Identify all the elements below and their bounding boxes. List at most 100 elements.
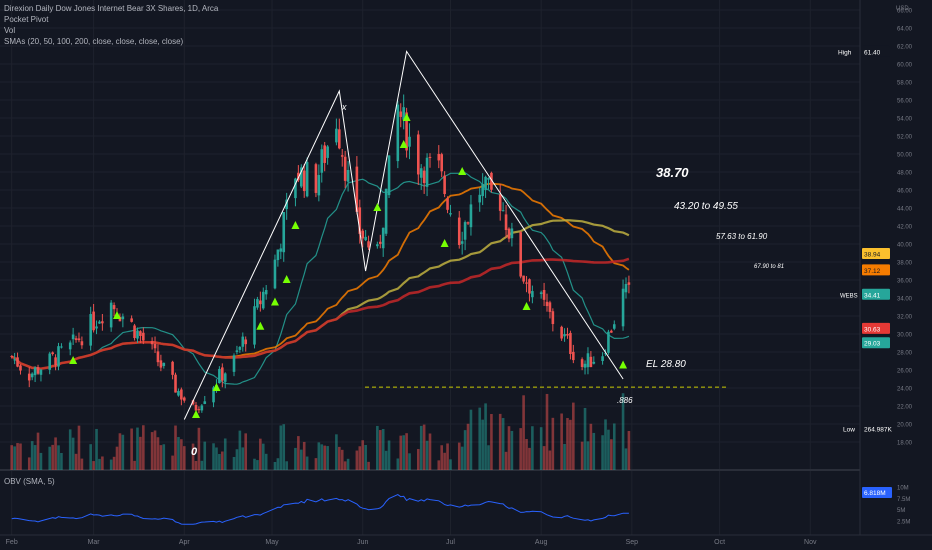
xabcd-pattern bbox=[183, 50, 624, 420]
pocket-pivot-marker bbox=[522, 302, 531, 310]
candle-body bbox=[39, 369, 43, 375]
volume-bar bbox=[531, 426, 534, 470]
candle-body bbox=[367, 241, 370, 248]
volume-bar bbox=[285, 461, 288, 470]
candle-body bbox=[621, 288, 625, 327]
volume-bar bbox=[174, 425, 177, 470]
volume-bar bbox=[422, 424, 426, 470]
volume-bar bbox=[101, 456, 104, 470]
x-tick-label: Sep bbox=[626, 539, 639, 546]
volume-bar bbox=[191, 443, 195, 470]
legend-volume[interactable]: Vol bbox=[4, 26, 15, 35]
candle-body bbox=[378, 241, 382, 244]
candle-body bbox=[101, 321, 104, 324]
candle-body bbox=[253, 306, 256, 345]
volume-bar bbox=[223, 438, 227, 470]
candle-body bbox=[428, 156, 432, 158]
candle-body bbox=[36, 367, 40, 374]
y-tick-label: 28.00 bbox=[897, 351, 913, 357]
legend-pocket-pivot[interactable]: Pocket Pivot bbox=[4, 15, 49, 24]
candle-body bbox=[402, 107, 405, 120]
volume-bar bbox=[408, 453, 411, 470]
candle-body bbox=[130, 318, 133, 322]
candle-body bbox=[136, 330, 139, 339]
pocket-pivot-marker bbox=[282, 275, 291, 283]
pocket-pivot-marker bbox=[113, 311, 122, 319]
legend-title[interactable]: Direxion Daily Dow Jones Internet Bear 3… bbox=[4, 4, 219, 13]
y-tick-label: 34.00 bbox=[897, 297, 913, 303]
obv-legend[interactable]: OBV (SMA, 5) bbox=[4, 477, 55, 486]
volume-bar bbox=[572, 402, 575, 470]
candle-body bbox=[60, 346, 63, 348]
obv-line bbox=[11, 494, 629, 525]
candle-body bbox=[194, 404, 198, 411]
badge-last: 34.41 bbox=[864, 292, 881, 299]
volume-bar bbox=[387, 440, 391, 470]
candle-body bbox=[121, 316, 125, 320]
badge-ma100-bg bbox=[862, 264, 890, 276]
x-tick-label: Jul bbox=[446, 539, 455, 546]
price-badges: 61.40 High 38.94 37.12 34.41 WEBS 30.63 29.03 26… bbox=[838, 45, 892, 498]
volume-bar bbox=[80, 458, 84, 470]
volume-bar bbox=[484, 403, 487, 470]
volume-bar bbox=[612, 423, 616, 470]
volume-bar bbox=[261, 443, 265, 470]
candle-body bbox=[338, 129, 341, 149]
candle-body bbox=[405, 112, 408, 151]
entry-level-label: EL 28.80 bbox=[646, 359, 686, 370]
volume-bar bbox=[16, 443, 19, 470]
legend-smas[interactable]: SMAs (20, 50, 100, 200, close, close, cl… bbox=[4, 37, 184, 46]
pocket-pivot-marker bbox=[69, 356, 78, 364]
candle-body bbox=[212, 387, 215, 403]
candle-body bbox=[200, 405, 204, 411]
candle-body bbox=[607, 331, 610, 353]
pocket-pivot-marker bbox=[399, 140, 408, 148]
candle-body bbox=[335, 128, 338, 143]
badge-high-label: High bbox=[838, 49, 852, 56]
x-tick-label: Aug bbox=[535, 539, 548, 546]
volume-bar bbox=[592, 432, 596, 470]
candle-body bbox=[460, 241, 464, 244]
volume-bar bbox=[355, 450, 359, 470]
badge-low-label: Low bbox=[843, 427, 855, 434]
candle-body bbox=[376, 244, 379, 247]
volume-bar bbox=[381, 428, 385, 470]
volume-bar bbox=[253, 458, 256, 470]
volume-bar bbox=[203, 441, 207, 470]
badge-ma100: 37.12 bbox=[864, 268, 881, 275]
candle-body bbox=[457, 217, 461, 245]
volume-bar bbox=[30, 441, 34, 470]
volume-bar bbox=[153, 430, 157, 470]
volume-bar bbox=[36, 432, 40, 470]
candle-body bbox=[419, 168, 423, 178]
badge-obv-bg bbox=[862, 487, 892, 498]
badge-low-bg bbox=[862, 423, 890, 434]
sma-20-line bbox=[11, 172, 630, 385]
volume-bar bbox=[607, 429, 610, 470]
badge-high: 61.40 bbox=[864, 49, 881, 56]
badge-ma20-bg bbox=[862, 337, 890, 349]
time-axis[interactable]: Feb Mar Apr May Jun Jul Aug Sep Oct Nov bbox=[0, 534, 932, 546]
candle-body bbox=[232, 355, 236, 372]
candle-body bbox=[580, 359, 584, 367]
candle-body bbox=[355, 166, 359, 212]
candle-body bbox=[139, 331, 142, 336]
volume-bar bbox=[264, 453, 268, 470]
volume-bar bbox=[156, 437, 160, 470]
volume-bar bbox=[89, 444, 92, 470]
volume-bar bbox=[405, 433, 408, 470]
target-38-70: 38.70 bbox=[656, 165, 689, 180]
candle-body bbox=[501, 210, 505, 212]
pocket-pivot-marker bbox=[619, 360, 628, 369]
candle-body bbox=[478, 194, 482, 203]
volume-bar bbox=[449, 459, 452, 470]
volume-bar bbox=[142, 425, 145, 470]
volume-bar bbox=[115, 446, 119, 470]
volume-bar bbox=[297, 436, 300, 470]
volume-bar bbox=[238, 430, 242, 470]
candle-body bbox=[109, 302, 113, 328]
volume-bars bbox=[10, 393, 631, 470]
candle-body bbox=[285, 199, 288, 210]
candle-body bbox=[48, 353, 52, 370]
